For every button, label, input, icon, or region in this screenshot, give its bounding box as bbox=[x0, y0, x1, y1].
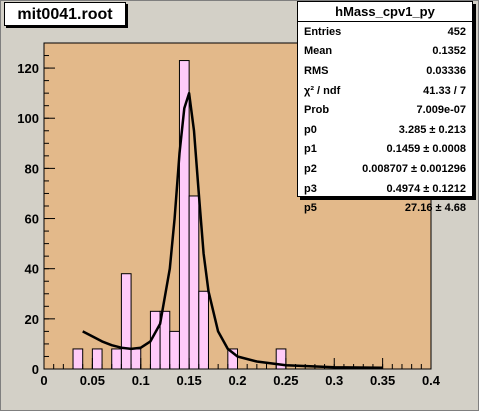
y-tick-label: 0 bbox=[32, 362, 39, 377]
fit-curve bbox=[82, 91, 383, 369]
y-tick-label: 100 bbox=[17, 111, 39, 126]
x-tick-label: 0 bbox=[40, 373, 47, 388]
stat-value: 7.009e-07 bbox=[416, 104, 466, 117]
histogram-bin bbox=[111, 348, 122, 370]
x-tick-label: 0.25 bbox=[273, 373, 298, 388]
y-tick-label: 60 bbox=[25, 212, 39, 227]
stat-value: 0.008707 ± 0.001296 bbox=[362, 162, 466, 175]
stat-row-rms: RMS 0.03336 bbox=[298, 61, 472, 81]
histogram-bin bbox=[188, 195, 200, 370]
stat-value: 27.16 ± 4.68 bbox=[404, 202, 466, 215]
histogram-bin bbox=[169, 330, 180, 370]
stats-title: hMass_cpv1_py bbox=[298, 2, 472, 22]
stats-rows: Entries 452 Mean 0.1352 RMS 0.03336 χ² /… bbox=[298, 22, 472, 218]
stat-row-p1: p1 0.1459 ± 0.0008 bbox=[298, 140, 472, 160]
stat-key: χ² / ndf bbox=[304, 84, 341, 97]
y-tick-label: 40 bbox=[25, 262, 39, 277]
stat-row-p3: p3 0.4974 ± 0.1212 bbox=[298, 179, 472, 199]
stat-key: RMS bbox=[304, 64, 329, 77]
stat-row-mean: Mean 0.1352 bbox=[298, 42, 472, 62]
stat-value: 41.33 / 7 bbox=[423, 84, 466, 97]
x-tick-label: 0.1 bbox=[132, 373, 150, 388]
x-tick-label: 0.3 bbox=[325, 373, 343, 388]
stat-key: Prob bbox=[304, 104, 330, 117]
histogram-bin bbox=[198, 290, 209, 370]
x-tick-label: 0.05 bbox=[80, 373, 105, 388]
stat-row-chi2: χ² / ndf 41.33 / 7 bbox=[298, 81, 472, 101]
stat-row-prob: Prob 7.009e-07 bbox=[298, 100, 472, 120]
x-tick-label: 0.15 bbox=[176, 373, 201, 388]
stat-key: p1 bbox=[304, 143, 317, 156]
x-tick-label: 0.35 bbox=[370, 373, 395, 388]
y-tick-label: 120 bbox=[17, 61, 39, 76]
stat-value: 0.4974 ± 0.1212 bbox=[386, 182, 466, 195]
histogram-bin bbox=[72, 348, 84, 370]
stat-row-entries: Entries 452 bbox=[298, 22, 472, 42]
stat-row-p0: p0 3.285 ± 0.213 bbox=[298, 120, 472, 140]
histogram-bin bbox=[91, 348, 103, 370]
histogram-bin bbox=[130, 348, 142, 370]
stat-value: 0.1459 ± 0.0008 bbox=[386, 143, 466, 156]
stat-key: p0 bbox=[304, 123, 317, 136]
stat-value: 0.1352 bbox=[432, 45, 466, 58]
histogram-bin bbox=[120, 273, 132, 370]
stat-key: Entries bbox=[304, 25, 342, 38]
stat-key: Mean bbox=[304, 45, 333, 58]
stat-key: p5 bbox=[304, 202, 317, 215]
stats-box: hMass_cpv1_py Entries 452 Mean 0.1352 RM… bbox=[297, 1, 473, 214]
stat-value: 0.03336 bbox=[426, 64, 466, 77]
stat-row-p2: p2 0.008707 ± 0.001296 bbox=[298, 159, 472, 179]
x-tick-label: 0.4 bbox=[422, 373, 441, 388]
stat-value: 3.285 ± 0.213 bbox=[398, 123, 466, 136]
y-tick-label: 80 bbox=[25, 161, 39, 176]
y-tick-label: 20 bbox=[25, 312, 39, 327]
stat-key: p2 bbox=[304, 162, 317, 175]
stat-row-p5: p5 27.16 ± 4.68 bbox=[298, 198, 472, 218]
stat-key: p3 bbox=[304, 182, 317, 195]
x-tick-label: 0.2 bbox=[228, 373, 246, 388]
stat-value: 452 bbox=[447, 25, 466, 38]
file-title: mit0041.root bbox=[4, 2, 126, 26]
